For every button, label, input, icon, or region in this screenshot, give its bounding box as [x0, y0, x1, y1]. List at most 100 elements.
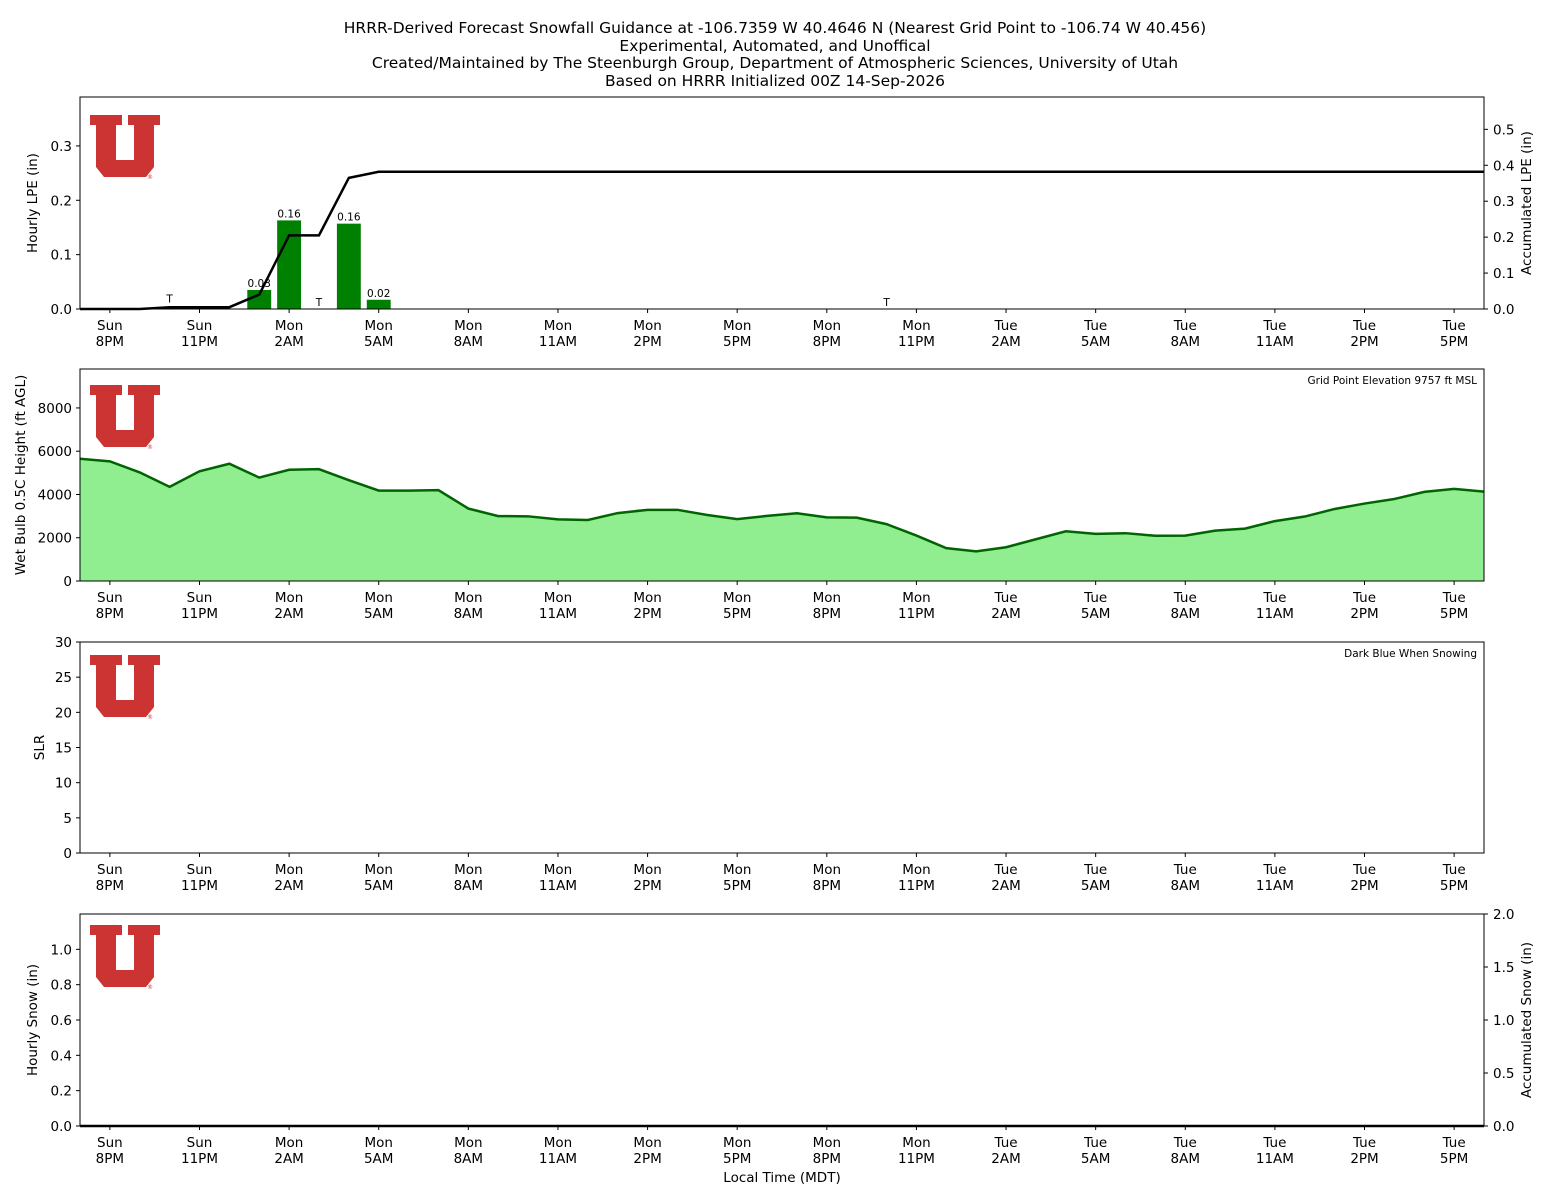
utah-logo-icon: ®	[90, 115, 160, 181]
x-tick-time: 2AM	[274, 1151, 303, 1167]
slr-x-axis: Sun8PMSun11PMMon2AMMon5AMMon8AMMon11AMMo…	[96, 853, 1468, 894]
x-tick-time: 2AM	[274, 606, 303, 622]
x-tick-time: 2AM	[991, 1151, 1020, 1167]
y-tick-label: 15	[55, 741, 72, 757]
x-tick-time: 5PM	[723, 878, 751, 894]
accumulated-lpe-line	[80, 170, 1484, 311]
x-tick-day: Sun	[187, 1135, 213, 1151]
y-tick-label: 8000	[38, 401, 72, 417]
x-tick-day: Mon	[454, 862, 482, 878]
x-tick-time: 8PM	[96, 878, 124, 894]
x-tick-time: 8PM	[96, 334, 124, 350]
x-tick-day: Tue	[1262, 318, 1286, 334]
x-tick-time: 11PM	[181, 334, 218, 350]
bar-value-label: 0.02	[367, 288, 390, 300]
x-tick-time: 11PM	[181, 1151, 218, 1167]
x-tick-day: Mon	[364, 1135, 392, 1151]
y-axis-label: Hourly Snow (in)	[25, 964, 41, 1076]
x-tick-time: 5PM	[1440, 1151, 1468, 1167]
x-tick-day: Mon	[544, 862, 572, 878]
x-tick-time: 5AM	[1081, 334, 1110, 350]
trace-label: T	[315, 297, 323, 309]
y2-tick-label: 1.0	[1493, 1013, 1514, 1029]
x-tick-day: Tue	[1442, 862, 1466, 878]
y-tick-label: 0.6	[51, 1013, 72, 1029]
x-tick-day: Tue	[994, 862, 1018, 878]
y-tick-label: 2000	[38, 531, 72, 547]
x-tick-time: 8AM	[1171, 1151, 1200, 1167]
x-tick-day: Sun	[187, 590, 213, 606]
x-tick-day: Mon	[902, 590, 930, 606]
x-tick-day: Tue	[1352, 1135, 1376, 1151]
wetbulb-x-axis: Sun8PMSun11PMMon2AMMon5AMMon8AMMon11AMMo…	[96, 581, 1468, 622]
x-tick-time: 2PM	[633, 606, 661, 622]
snow-right-axis: 0.0 0.5 1.0 1.5 2.0 Accumulated Snow (in)	[1484, 907, 1535, 1135]
lpe-bar	[247, 289, 272, 309]
x-tick-time: 8AM	[454, 1151, 483, 1167]
grid-elevation-annotation: Grid Point Elevation 9757 ft MSL	[1308, 375, 1478, 387]
utah-u-shape	[90, 925, 160, 987]
y-tick-label: 0	[63, 846, 72, 862]
y2-axis-label: Accumulated Snow (in)	[1519, 942, 1535, 1098]
x-tick-day: Tue	[1083, 318, 1107, 334]
x-tick-day: Sun	[187, 862, 213, 878]
y-tick-label: 0	[63, 574, 72, 590]
utah-logo-icon: ®	[90, 655, 160, 721]
lpe-bar	[277, 220, 302, 309]
y2-tick-label: 0.0	[1493, 1119, 1514, 1135]
x-tick-day: Tue	[994, 1135, 1018, 1151]
x-tick-day: Mon	[723, 590, 751, 606]
x-tick-time: 2PM	[633, 334, 661, 350]
y-tick-label: 10	[55, 776, 72, 792]
x-tick-day: Mon	[723, 1135, 751, 1151]
x-tick-day: Tue	[1173, 862, 1197, 878]
x-tick-time: 5AM	[1081, 878, 1110, 894]
x-tick-day: Tue	[1352, 590, 1376, 606]
y-tick-label: 1.0	[51, 942, 72, 958]
x-tick-day: Mon	[723, 318, 751, 334]
utah-u-shape	[90, 115, 160, 177]
x-axis-label: Local Time (MDT)	[723, 1170, 840, 1186]
x-tick-time: 5AM	[1081, 1151, 1110, 1167]
x-tick-day: Mon	[544, 590, 572, 606]
x-tick-time: 11AM	[1256, 1151, 1294, 1167]
x-tick-time: 2AM	[991, 878, 1020, 894]
snow-left-axis: 0.0 0.2 0.4 0.6 0.8 1.0 Hourly Snow (in)	[25, 942, 80, 1135]
x-tick-day: Mon	[544, 318, 572, 334]
x-tick-day: Tue	[1262, 862, 1286, 878]
bar-value-label: 0.03	[248, 278, 271, 290]
x-tick-time: 2PM	[633, 878, 661, 894]
lpe-bar	[336, 223, 361, 309]
x-tick-day: Tue	[1173, 590, 1197, 606]
slr-left-axis: 0 5 10 15 20 25 30 SLR	[32, 635, 80, 862]
y-tick-label: 0.0	[51, 1119, 72, 1135]
x-tick-time: 2PM	[1350, 878, 1378, 894]
y-tick-label: 25	[55, 670, 72, 686]
y2-tick-label: 0.2	[1493, 230, 1514, 246]
x-tick-day: Mon	[364, 318, 392, 334]
x-tick-day: Tue	[994, 318, 1018, 334]
x-tick-time: 2PM	[633, 1151, 661, 1167]
x-tick-day: Sun	[97, 862, 123, 878]
x-tick-time: 11AM	[539, 878, 577, 894]
chart-title: HRRR-Derived Forecast Snowfall Guidance …	[0, 19, 1550, 90]
x-tick-time: 11PM	[181, 878, 218, 894]
y-axis-label: Hourly LPE (in)	[25, 153, 41, 253]
x-tick-time: 8PM	[813, 334, 841, 350]
x-tick-time: 2AM	[274, 878, 303, 894]
x-tick-time: 11AM	[539, 334, 577, 350]
wetbulb-line	[79, 457, 1485, 553]
x-tick-day: Mon	[902, 318, 930, 334]
x-tick-time: 2PM	[1350, 1151, 1378, 1167]
y-tick-label: 0.0	[51, 302, 72, 318]
y-tick-label: 30	[55, 635, 72, 651]
y-tick-label: 5	[63, 811, 72, 827]
precip-right-axis: 0.0 0.1 0.2 0.3 0.4 0.5 Accumulated LPE (in)	[1484, 122, 1535, 318]
x-tick-day: Mon	[633, 862, 661, 878]
utah-logo-icon: ®	[90, 385, 160, 451]
x-tick-day: Mon	[275, 862, 303, 878]
x-tick-time: 8AM	[454, 606, 483, 622]
snow-x-axis: Sun8PMSun11PMMon2AMMon5AMMon8AMMon11AMMo…	[96, 1126, 1468, 1167]
precip-x-axis: Sun8PMSun11PMMon2AMMon5AMMon8AMMon11AMMo…	[96, 309, 1468, 350]
